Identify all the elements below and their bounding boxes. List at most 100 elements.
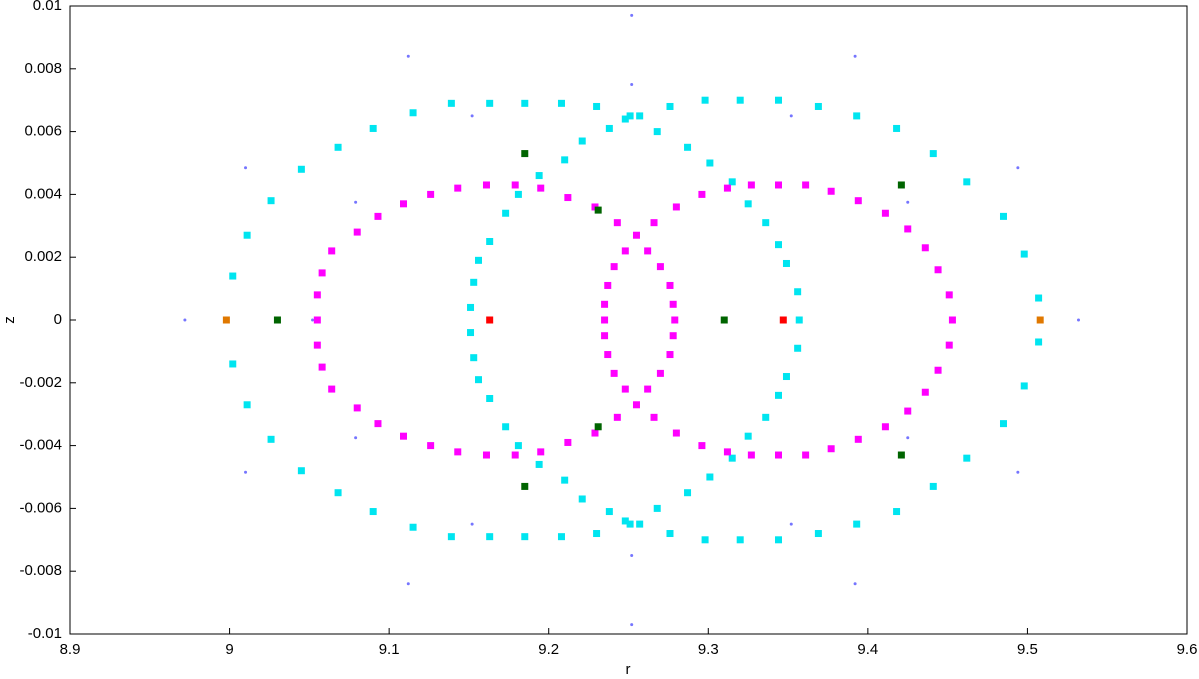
point [802,451,810,459]
point [564,438,572,446]
point [782,373,790,381]
y-tick-label: 0 [54,311,62,328]
y-tick-label: 0.004 [24,185,62,202]
point [353,228,361,236]
point [621,247,629,255]
point [334,143,342,151]
plot-frame [69,5,1188,635]
point [656,263,664,271]
point [486,395,494,402]
point [945,341,953,349]
point [604,351,612,359]
point [313,291,321,299]
point [621,115,629,123]
point [521,482,529,490]
point [318,269,326,277]
point [470,114,474,118]
point [369,508,377,516]
point [244,166,248,170]
point [353,404,361,412]
point [929,150,937,158]
point [897,451,905,459]
point [1035,294,1043,302]
point [467,329,475,337]
point [653,504,661,512]
point [1020,250,1028,258]
point [644,247,652,255]
point [774,241,782,249]
point [684,143,692,151]
point [720,316,728,324]
point [701,96,709,104]
point [881,209,889,217]
point [267,197,275,205]
point [656,369,664,377]
point [406,54,410,58]
point [802,181,810,189]
point [666,102,674,110]
point [736,96,744,104]
point [963,454,971,462]
point [297,467,305,475]
point [482,181,490,189]
point [222,316,230,324]
point [706,473,714,481]
point [934,266,942,274]
point [632,231,640,239]
point [369,124,377,132]
point [636,112,644,120]
point [774,96,782,104]
point [601,300,609,308]
point [1076,318,1080,322]
point [557,533,565,541]
point [945,291,953,299]
point [934,366,942,374]
point [521,150,529,158]
point [470,522,474,526]
point [514,442,522,450]
point [948,316,956,324]
point [610,263,618,271]
point [963,178,971,186]
point [535,460,543,468]
point [537,448,545,456]
point [774,451,782,459]
point [591,429,599,437]
point [630,554,634,557]
point [794,344,802,352]
point [672,429,680,437]
point [789,114,793,118]
x-tick-label: 9.6 [1177,641,1198,658]
point [794,288,802,296]
point [728,454,736,462]
point [318,363,326,371]
point [601,316,609,324]
point [594,206,602,214]
y-tick-label: -0.004 [19,437,62,454]
point [827,445,835,453]
point [782,259,790,267]
point [427,442,435,450]
point [514,190,522,198]
point [475,376,483,384]
point [535,172,543,180]
y-tick-label: -0.006 [19,499,62,516]
point [273,316,281,324]
point [666,281,674,289]
point [893,508,901,516]
point [311,318,315,322]
point [409,523,417,531]
point [486,316,494,324]
point [467,303,475,311]
point [593,530,601,538]
point [537,184,545,192]
x-tick-label: 9.3 [698,641,719,658]
x-axis-label: r [626,661,631,678]
point [853,112,861,120]
point [610,369,618,377]
point [921,388,929,396]
point [698,442,706,450]
point [593,102,601,110]
y-tick-label: -0.01 [28,625,62,642]
point [243,401,251,409]
